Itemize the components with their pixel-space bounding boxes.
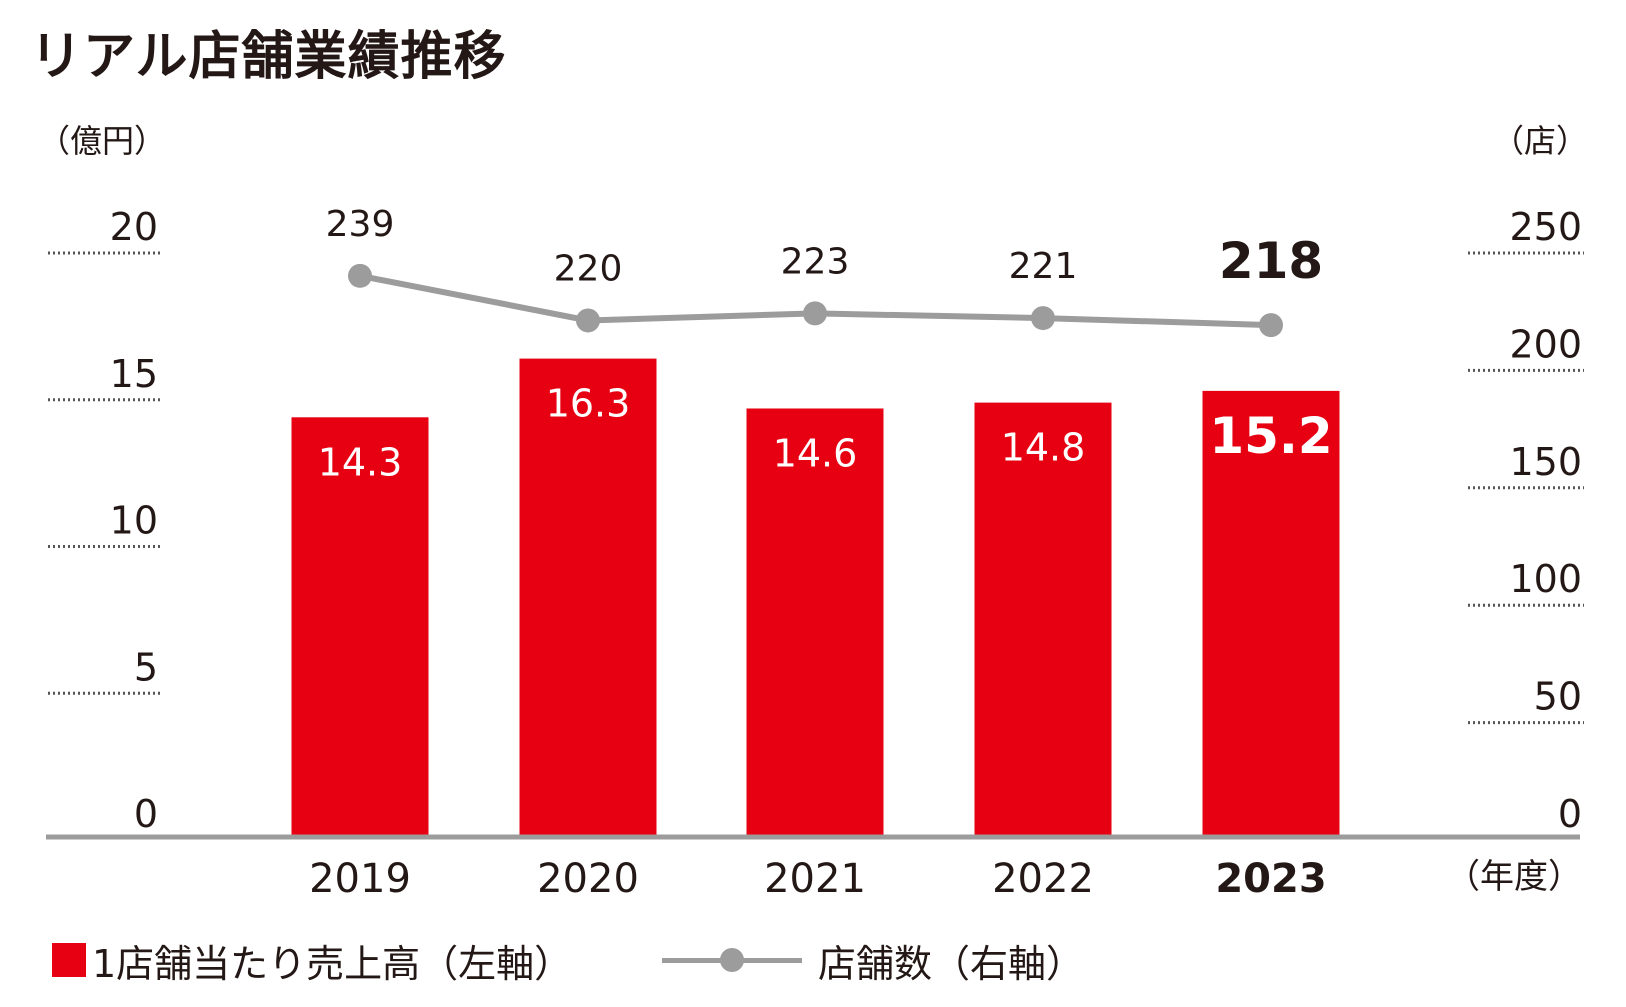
legend-line-marker [662,943,802,977]
right-tick-label: 0 [1558,792,1582,836]
left-axis-ticks: 0 5 10 15 20 [110,205,158,836]
legend-bar-swatch [52,943,86,977]
line-value-label: 239 [326,204,395,245]
left-tick-label: 0 [134,792,158,836]
line-value-labels: 239 220 223 221 218 [326,204,1324,290]
bar [519,358,657,837]
left-tick-label: 15 [110,352,158,396]
bar [1202,390,1340,837]
left-tick-label: 20 [110,205,158,249]
right-tick-label: 150 [1509,440,1582,484]
line-point [1259,313,1283,338]
right-axis-ticks: 0 50 100 150 200 250 [1509,205,1582,836]
bar [974,402,1112,837]
legend-line-label: 店舗数（右軸） [818,941,1085,986]
bar-value-label: 15.2 [1209,407,1332,465]
x-tick-label: 2019 [309,856,411,902]
bar-series [291,358,1340,837]
x-tick-label: 2021 [764,856,866,902]
line-point [576,308,600,333]
right-tick-label: 250 [1509,205,1582,249]
right-tick-label: 200 [1509,322,1582,366]
left-gridlines [48,251,163,695]
line-value-label: 218 [1219,232,1323,290]
line-value-label: 223 [781,241,850,282]
line-value-label: 221 [1009,246,1078,287]
bar-value-label: 14.3 [318,440,403,484]
bar-value-label: 14.6 [773,431,858,475]
line-point [348,263,372,288]
left-tick-label: 5 [134,645,158,689]
legend: 1店舗当たり売上高（左軸） [52,935,573,986]
chart-title: リアル店舗業績推移 [30,27,507,87]
x-tick-label: 2023 [1215,856,1326,902]
bar-value-label: 14.8 [1001,426,1086,470]
right-tick-label: 100 [1509,557,1582,601]
bar-value-label: 16.3 [546,382,631,426]
x-axis-labels: 2019 2020 2021 2022 2023 [309,856,1327,902]
left-axis-unit: （億円） [38,122,166,160]
legend-line-item: 店舗数（右軸） [662,935,1085,986]
legend-bar-label: 1店舗当たり売上高（左軸） [92,941,573,986]
right-gridlines [1468,251,1584,725]
line-value-label: 220 [554,248,623,289]
bar-value-labels: 14.3 16.3 14.6 14.8 15.2 [318,382,1333,485]
bar [291,417,429,837]
bar [746,408,884,837]
x-tick-label: 2020 [537,856,639,902]
left-tick-label: 10 [110,499,158,543]
x-axis-unit: （年度） [1446,857,1582,897]
right-axis-unit: （店） [1492,122,1588,160]
x-tick-label: 2022 [992,856,1094,902]
right-tick-label: 50 [1534,675,1582,719]
line-point [803,301,827,326]
line-series [348,263,1283,338]
line-point [1031,306,1055,331]
